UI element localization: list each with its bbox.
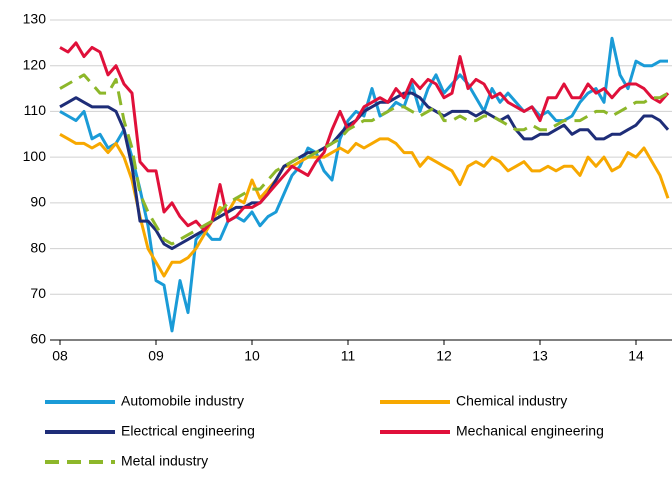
x-tick-label: 08 [52, 348, 68, 364]
x-tick-label: 09 [148, 348, 164, 364]
y-tick-label: 90 [30, 194, 46, 210]
y-tick-label: 110 [24, 102, 47, 118]
y-tick-label: 130 [23, 11, 47, 27]
x-tick-label: 12 [436, 348, 452, 364]
y-tick-label: 70 [30, 285, 46, 301]
line-series [59, 36, 668, 333]
x-tick-label: 14 [628, 348, 644, 364]
x-tick-label: 13 [532, 348, 548, 364]
legend-label: Metal industry [121, 453, 208, 469]
y-tick-label: 120 [23, 56, 47, 72]
x-tick-label: 10 [244, 348, 260, 364]
y-tick-label: 60 [30, 331, 46, 347]
y-tick-label: 80 [30, 239, 46, 255]
legend-label: Chemical industry [456, 393, 567, 409]
y-tick-label: 100 [23, 148, 47, 164]
line-series [59, 41, 670, 232]
legend-label: Automobile industry [121, 393, 244, 409]
line-series [59, 73, 669, 246]
legend-label: Mechanical engineering [456, 423, 604, 439]
x-tick-label: 11 [341, 348, 356, 364]
line-series [59, 91, 670, 251]
legend-label: Electrical engineering [121, 423, 255, 439]
line-series [59, 132, 670, 278]
